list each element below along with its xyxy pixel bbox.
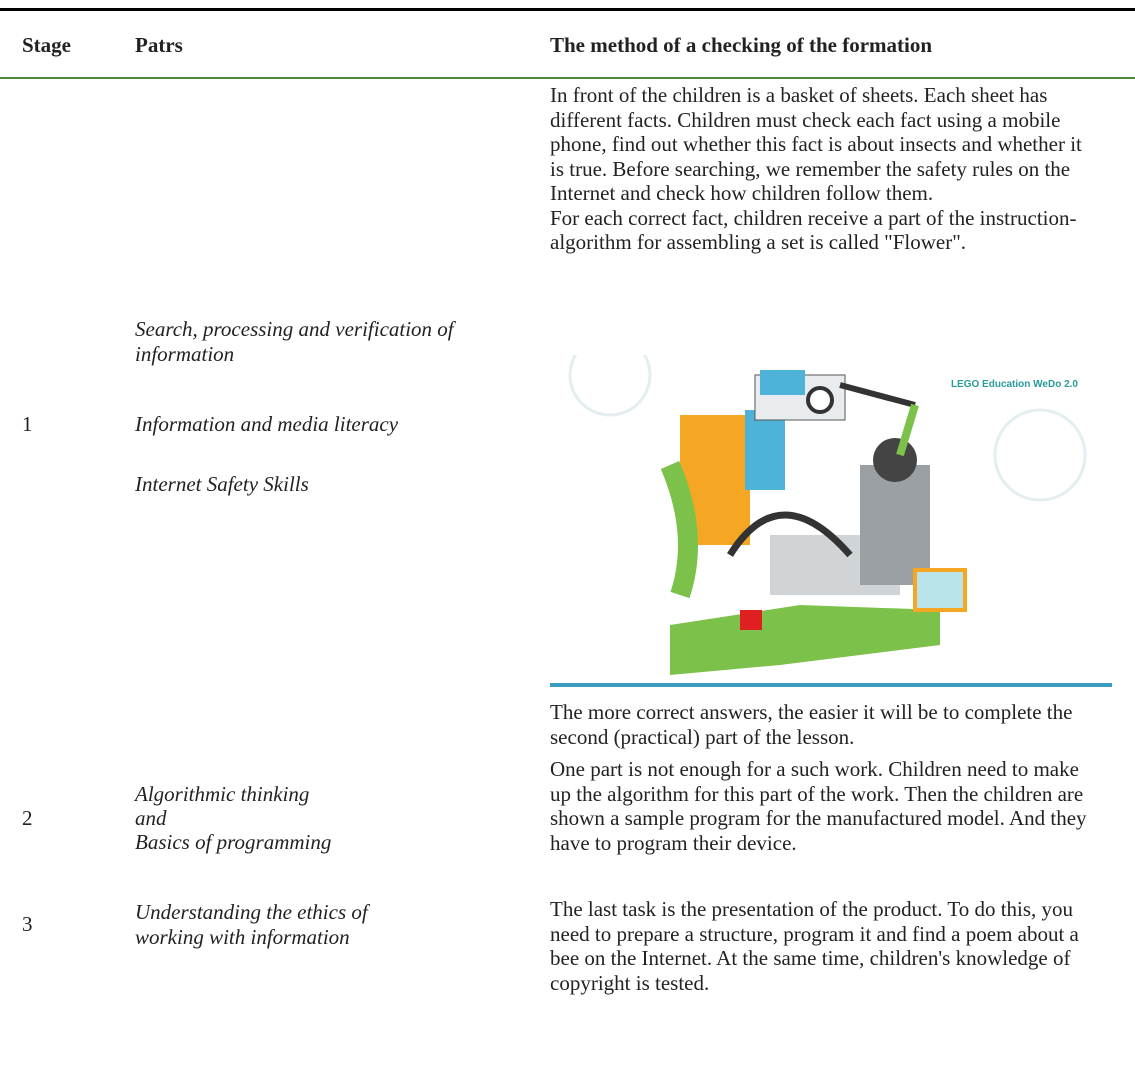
top-rule [0, 8, 1135, 11]
part: and [135, 806, 167, 830]
part: Understanding the ethics of working with… [135, 900, 368, 949]
method-cell: In front of the children is a basket of … [550, 83, 1100, 255]
paragraph: In front of the children is a basket of … [550, 83, 1082, 205]
stage-cell: 2 [22, 806, 33, 830]
paragraph: For each correct fact, children receive … [550, 205, 1077, 255]
part: Basics of programming [135, 830, 332, 854]
header-rule [0, 77, 1135, 79]
method-cell: The last task is the presentation of the… [550, 897, 1079, 995]
header-cell: The method of a checking of the formatio… [550, 33, 933, 57]
stage-cell: 1 [22, 412, 33, 436]
part: Internet Safety Skills [135, 472, 309, 496]
part: Search, processing and verification of i… [135, 317, 454, 366]
part: Algorithmic thinking [135, 782, 310, 806]
lego-image: LEGO Education WeDo 2.0 [550, 355, 1112, 695]
header-cell: Patrs [135, 33, 183, 57]
paragraph: The more correct answers, the easier it … [550, 700, 1073, 749]
method-cell: One part is not enough for a such work. … [550, 757, 1087, 855]
header-cell: Stage [22, 33, 71, 57]
stage-cell: 3 [22, 912, 33, 936]
image-caption: LEGO Education WeDo 2.0 [951, 379, 1078, 390]
part: Information and media literacy [135, 412, 399, 436]
